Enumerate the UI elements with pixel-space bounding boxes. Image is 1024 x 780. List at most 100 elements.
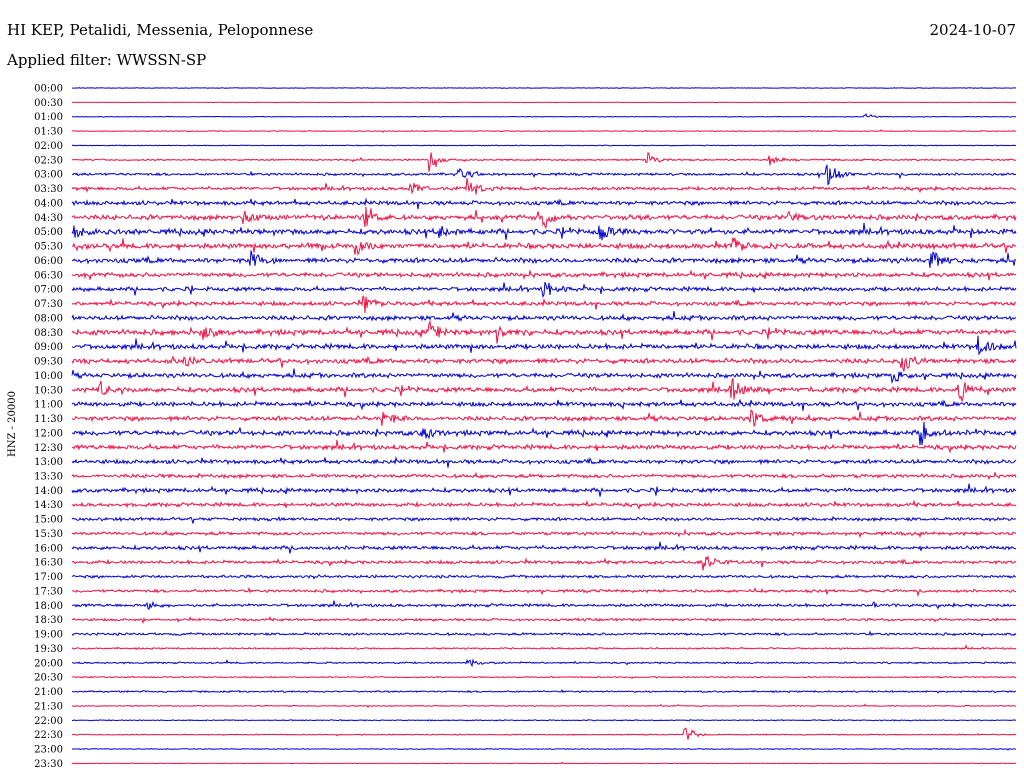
trace-line <box>71 151 1017 172</box>
tick-label: 02:30 <box>34 155 63 166</box>
tick-labels: 00:00 00:30 01:00 01:30 02:00 02:30 03:00 03:30… <box>34 84 63 770</box>
trace-line <box>71 499 1017 510</box>
trace-line <box>71 675 1017 680</box>
tick-label: 03:00 <box>34 170 63 181</box>
tick-label: 15:30 <box>34 529 63 540</box>
filter-label: Applied filter: WWSSN-SP <box>7 51 207 69</box>
tick-label: 04:00 <box>34 198 63 209</box>
trace-line <box>71 719 1017 722</box>
trace-line <box>71 178 1017 195</box>
tick-label: 11:00 <box>34 400 63 411</box>
trace-line <box>71 129 1017 133</box>
trace-line <box>71 222 1017 241</box>
tick-label: 22:30 <box>34 730 63 741</box>
seismic-traces <box>71 86 1017 765</box>
tick-label: 08:00 <box>34 313 63 324</box>
tick-label: 14:30 <box>34 500 63 511</box>
tick-label: 14:00 <box>34 486 63 497</box>
trace-line <box>71 456 1017 468</box>
trace-line <box>71 689 1017 694</box>
tick-label: 22:00 <box>34 716 63 727</box>
trace-line <box>71 355 1017 372</box>
trace-line <box>71 206 1017 230</box>
trace-line <box>71 335 1017 356</box>
tick-label: 06:00 <box>34 256 63 267</box>
tick-label: 10:00 <box>34 371 63 382</box>
trace-line <box>71 515 1017 524</box>
tick-label: 18:30 <box>34 615 63 626</box>
trace-line <box>71 748 1017 751</box>
trace-line <box>72 761 1017 765</box>
trace-line <box>71 250 1017 269</box>
trace-line <box>71 237 1017 257</box>
trace-line <box>71 644 1017 651</box>
trace-line <box>71 439 1017 454</box>
tick-label: 01:30 <box>34 127 63 138</box>
trace-line <box>71 269 1017 281</box>
tick-label: 09:00 <box>34 342 63 353</box>
trace-line <box>71 555 1017 571</box>
tick-label: 13:30 <box>34 471 63 482</box>
tick-label: 16:30 <box>34 558 63 569</box>
trace-line <box>71 658 1017 668</box>
tick-label: 01:00 <box>34 112 63 123</box>
tick-label: 10:30 <box>34 385 63 396</box>
tick-label: 05:00 <box>34 227 63 238</box>
trace-line <box>71 528 1017 539</box>
tick-label: 07:30 <box>34 299 63 310</box>
tick-label: 17:30 <box>34 586 63 597</box>
tick-label: 21:30 <box>34 701 63 712</box>
tick-label: 06:30 <box>34 270 63 281</box>
tick-label: 02:00 <box>34 141 63 152</box>
tick-label: 00:00 <box>34 84 63 95</box>
tick-label: 15:00 <box>34 515 63 526</box>
trace-line <box>71 586 1017 598</box>
tick-label: 05:30 <box>34 242 63 253</box>
trace-line <box>71 471 1017 481</box>
trace-line <box>71 573 1017 580</box>
trace-line <box>71 483 1017 497</box>
trace-line <box>71 281 1017 299</box>
tick-label: 08:30 <box>34 328 63 339</box>
tick-label: 13:00 <box>34 457 63 468</box>
trace-line <box>71 86 1017 89</box>
trace-line <box>71 630 1017 637</box>
tick-label: 00:30 <box>34 98 63 109</box>
tick-label: 11:30 <box>34 414 63 425</box>
y-axis-label: HNZ - 20000 <box>7 391 18 457</box>
trace-line <box>71 421 1017 446</box>
record-date: 2024-10-07 <box>929 21 1016 39</box>
tick-label: 04:30 <box>34 213 63 224</box>
station-title: HI KEP, Petalidi, Messenia, Peloponnese <box>7 21 314 39</box>
tick-label: 19:00 <box>34 630 63 641</box>
trace-line <box>71 600 1017 611</box>
tick-label: 12:00 <box>34 428 63 439</box>
trace-line <box>71 368 1017 385</box>
tick-label: 09:30 <box>34 357 63 368</box>
trace-line <box>71 101 1017 104</box>
trace-line <box>71 295 1017 314</box>
tick-label: 16:00 <box>34 543 63 554</box>
trace-line <box>71 703 1016 708</box>
trace-line <box>71 319 1017 344</box>
trace-line <box>71 197 1017 210</box>
tick-label: 18:00 <box>34 601 63 612</box>
trace-line <box>72 727 1017 740</box>
tick-label: 07:00 <box>34 285 63 296</box>
trace-line <box>71 377 1017 403</box>
trace-line <box>71 398 1017 411</box>
y-axis-label-group: HNZ - 20000 <box>7 391 18 457</box>
tick-label: 03:30 <box>34 184 63 195</box>
tick-label: 20:30 <box>34 673 63 684</box>
tick-label: 23:00 <box>34 745 63 756</box>
trace-line <box>71 615 1017 625</box>
trace-line <box>71 144 1017 147</box>
tick-label: 19:30 <box>34 644 63 655</box>
tick-label: 12:30 <box>34 443 63 454</box>
tick-label: 21:00 <box>34 687 63 698</box>
trace-line <box>71 409 1017 428</box>
tick-label: 17:00 <box>34 572 63 583</box>
trace-line <box>71 311 1017 323</box>
trace-line <box>71 164 1017 186</box>
